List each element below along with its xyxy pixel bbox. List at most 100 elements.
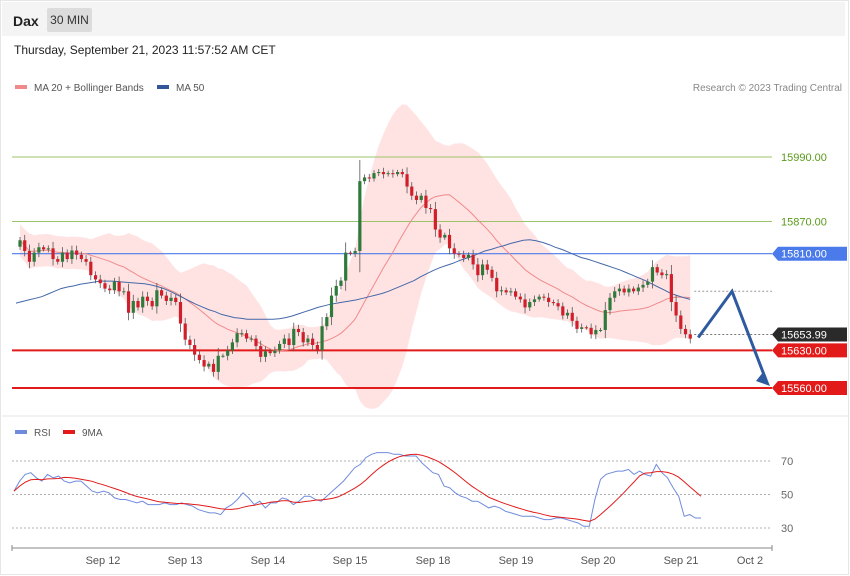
- candle: [636, 283, 640, 295]
- support-label: 15630.00: [781, 345, 827, 357]
- timeframe-button[interactable]: 30 MIN: [47, 8, 92, 32]
- candle: [344, 242, 348, 291]
- resistance-label: 15870.00: [781, 216, 827, 228]
- candle: [603, 301, 607, 339]
- candle: [547, 292, 551, 307]
- candle: [103, 279, 107, 293]
- candle: [306, 334, 310, 346]
- candle: [499, 286, 504, 296]
- candle: [542, 293, 546, 301]
- x-tick-label: Oct 2: [737, 555, 763, 567]
- candle: [362, 174, 367, 185]
- candle: [414, 191, 419, 205]
- rsi-tick-label: 70: [781, 456, 793, 468]
- candle: [98, 274, 102, 288]
- x-tick-label: Sep 20: [581, 555, 616, 567]
- candle: [556, 299, 560, 311]
- candle: [476, 257, 480, 282]
- candle: [145, 291, 150, 306]
- x-tick-label: Sep 21: [664, 555, 699, 567]
- candle: [117, 276, 121, 297]
- candle: [27, 244, 32, 269]
- candle: [372, 170, 376, 182]
- candle: [296, 324, 301, 337]
- candle: [278, 340, 282, 354]
- candle: [358, 159, 362, 273]
- candle: [641, 280, 645, 292]
- ma50-legend-swatch: [157, 85, 169, 89]
- candle: [155, 282, 159, 314]
- candle: [617, 284, 622, 296]
- candle: [433, 201, 437, 237]
- candle: [183, 317, 187, 346]
- candle: [589, 323, 593, 339]
- candle: [263, 346, 268, 362]
- candle: [565, 309, 570, 319]
- candle: [160, 287, 164, 299]
- candle: [254, 335, 258, 350]
- candle: [51, 241, 55, 266]
- candle: [570, 307, 574, 327]
- candle: [532, 295, 537, 306]
- candle: [353, 247, 357, 258]
- candle: [216, 347, 220, 380]
- candle: [292, 322, 296, 352]
- candle: [46, 245, 50, 253]
- candle: [23, 234, 27, 257]
- support-tag: [772, 343, 847, 358]
- chart-datetime: Thursday, September 21, 2023 11:57:52 AM…: [14, 43, 276, 57]
- candle: [419, 192, 423, 203]
- last-price-label: 15653.99: [781, 330, 827, 342]
- candle: [136, 297, 140, 311]
- rsi-ma-legend-swatch: [63, 430, 75, 434]
- candle: [452, 243, 456, 259]
- candle: [188, 335, 192, 350]
- candle: [613, 287, 617, 303]
- candle: [504, 287, 508, 296]
- candle: [122, 287, 126, 296]
- candle: [575, 316, 579, 334]
- forecast-arrowhead: [756, 371, 770, 386]
- candle: [174, 294, 178, 306]
- candle: [683, 324, 688, 339]
- candle: [580, 323, 584, 333]
- candle: [688, 329, 692, 344]
- candle: [665, 270, 669, 280]
- candle: [466, 252, 470, 261]
- candle: [632, 286, 636, 294]
- candle: [646, 278, 650, 288]
- candle: [325, 313, 329, 331]
- candle: [608, 293, 612, 315]
- candle: [93, 271, 98, 284]
- candle: [669, 264, 673, 312]
- candle: [75, 245, 79, 260]
- candle: [627, 284, 631, 297]
- x-tick-label: Sep 13: [168, 555, 203, 567]
- forecast-arrow: [697, 288, 768, 381]
- candle: [320, 316, 324, 360]
- candle: [391, 169, 395, 178]
- candle: [84, 255, 88, 266]
- rsi-tick-label: 50: [781, 490, 793, 502]
- support-label: 15560.00: [781, 383, 827, 395]
- ma20-legend-swatch: [15, 85, 27, 89]
- rsi-legend-label: RSI: [34, 428, 51, 439]
- candle: [537, 294, 541, 302]
- ma20-legend-label: MA 20 + Bollinger Bands: [34, 83, 144, 94]
- x-tick-label: Sep 14: [251, 555, 286, 567]
- candle: [70, 245, 74, 264]
- candle: [18, 237, 22, 250]
- candle: [178, 293, 183, 333]
- candle: [273, 346, 277, 357]
- ma50-line: [15, 239, 691, 320]
- x-tick-label: Sep 12: [86, 555, 121, 567]
- candle: [259, 340, 263, 363]
- candle: [150, 297, 154, 310]
- candle: [60, 247, 65, 268]
- candle: [480, 259, 485, 281]
- ma50-legend-label: MA 50: [176, 83, 205, 94]
- pivot-tag: [772, 246, 847, 261]
- candle: [287, 333, 291, 351]
- candle: [348, 250, 352, 256]
